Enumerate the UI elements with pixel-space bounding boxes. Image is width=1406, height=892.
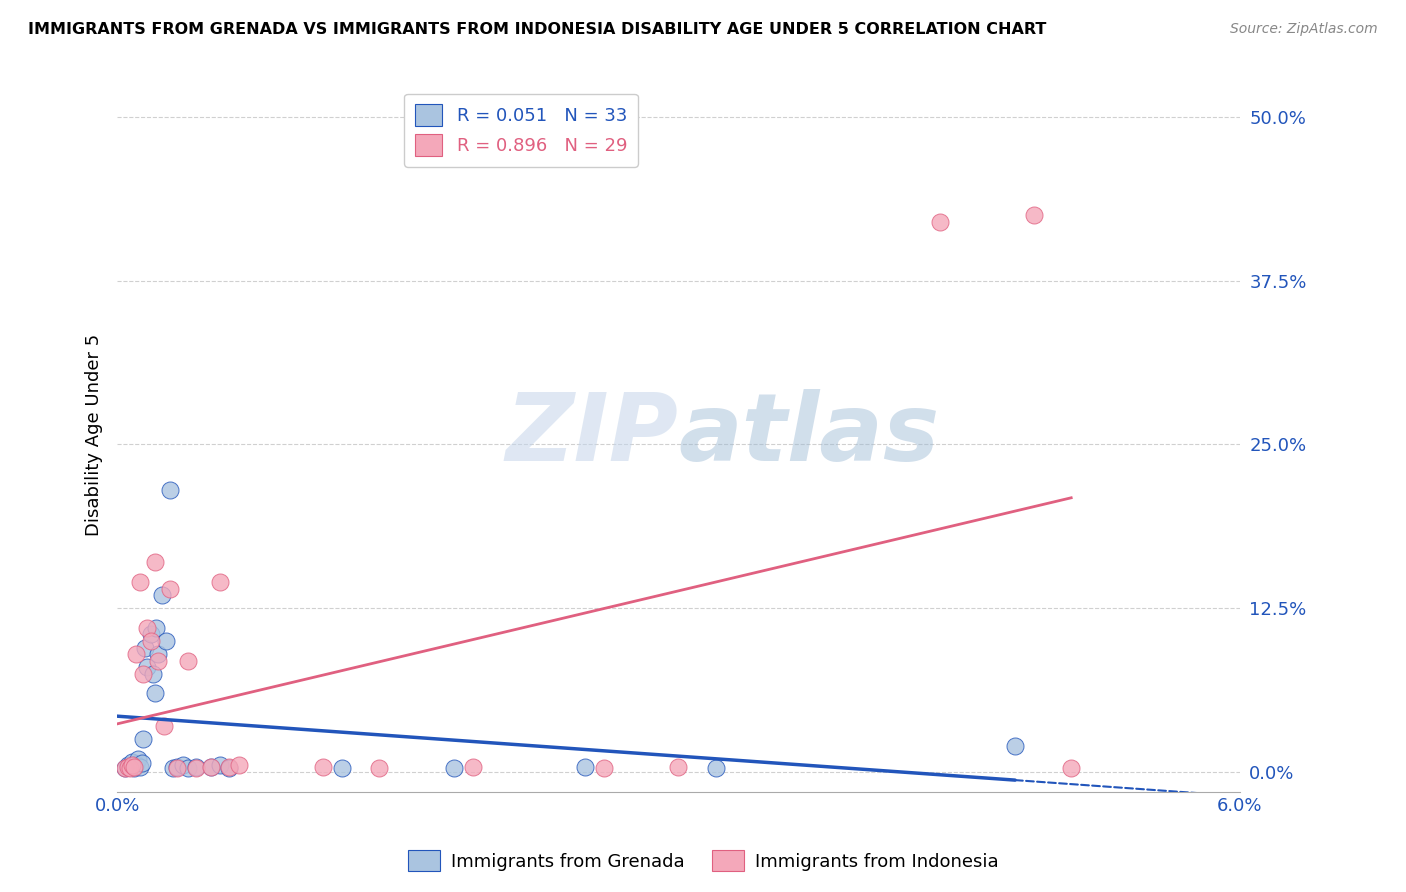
Point xyxy=(218,761,240,775)
Point xyxy=(929,214,952,228)
Point xyxy=(330,761,353,775)
Point xyxy=(117,758,139,772)
Point xyxy=(120,760,142,774)
Point xyxy=(114,761,136,775)
Point xyxy=(1004,739,1026,753)
Point xyxy=(461,760,484,774)
Point xyxy=(148,654,170,668)
Point xyxy=(155,634,177,648)
Point xyxy=(177,761,200,775)
Point xyxy=(162,761,184,775)
Point xyxy=(159,483,181,498)
Point xyxy=(125,647,148,661)
Point xyxy=(666,760,689,774)
Point xyxy=(134,640,156,655)
Point xyxy=(128,760,150,774)
Point xyxy=(312,760,335,774)
Point xyxy=(184,761,207,775)
Point xyxy=(145,621,167,635)
Point xyxy=(443,761,465,775)
Point xyxy=(120,761,142,775)
Legend: Immigrants from Grenada, Immigrants from Indonesia: Immigrants from Grenada, Immigrants from… xyxy=(401,843,1005,879)
Point xyxy=(132,666,155,681)
Point xyxy=(184,760,207,774)
Point xyxy=(148,647,170,661)
Point xyxy=(172,758,194,772)
Point xyxy=(153,719,176,733)
Text: IMMIGRANTS FROM GRENADA VS IMMIGRANTS FROM INDONESIA DISABILITY AGE UNDER 5 CORR: IMMIGRANTS FROM GRENADA VS IMMIGRANTS FR… xyxy=(28,22,1046,37)
Point xyxy=(150,588,173,602)
Text: ZIP: ZIP xyxy=(506,389,678,481)
Point xyxy=(1060,761,1083,775)
Point xyxy=(143,686,166,700)
Point xyxy=(136,621,159,635)
Point xyxy=(122,760,145,774)
Point xyxy=(200,760,222,774)
Point xyxy=(177,654,200,668)
Point xyxy=(704,761,727,775)
Point xyxy=(200,760,222,774)
Point xyxy=(166,760,188,774)
Point xyxy=(143,555,166,569)
Point xyxy=(131,756,153,770)
Point xyxy=(127,752,149,766)
Point xyxy=(121,758,143,772)
Point xyxy=(114,761,136,775)
Point xyxy=(1022,208,1045,222)
Point xyxy=(139,634,162,648)
Legend: R = 0.051   N = 33, R = 0.896   N = 29: R = 0.051 N = 33, R = 0.896 N = 29 xyxy=(405,94,638,167)
Point xyxy=(139,627,162,641)
Point xyxy=(142,666,165,681)
Point xyxy=(592,761,614,775)
Point xyxy=(117,760,139,774)
Point xyxy=(125,757,148,772)
Text: Source: ZipAtlas.com: Source: ZipAtlas.com xyxy=(1230,22,1378,37)
Point xyxy=(166,761,188,775)
Text: atlas: atlas xyxy=(678,389,939,481)
Point xyxy=(218,760,240,774)
Point xyxy=(574,760,596,774)
Point xyxy=(122,761,145,775)
Point xyxy=(228,758,250,772)
Point xyxy=(121,755,143,769)
Y-axis label: Disability Age Under 5: Disability Age Under 5 xyxy=(86,334,103,536)
Point xyxy=(368,761,391,775)
Point xyxy=(159,582,181,596)
Point xyxy=(209,574,232,589)
Point xyxy=(128,574,150,589)
Point xyxy=(136,660,159,674)
Point xyxy=(209,758,232,772)
Point xyxy=(132,732,155,747)
